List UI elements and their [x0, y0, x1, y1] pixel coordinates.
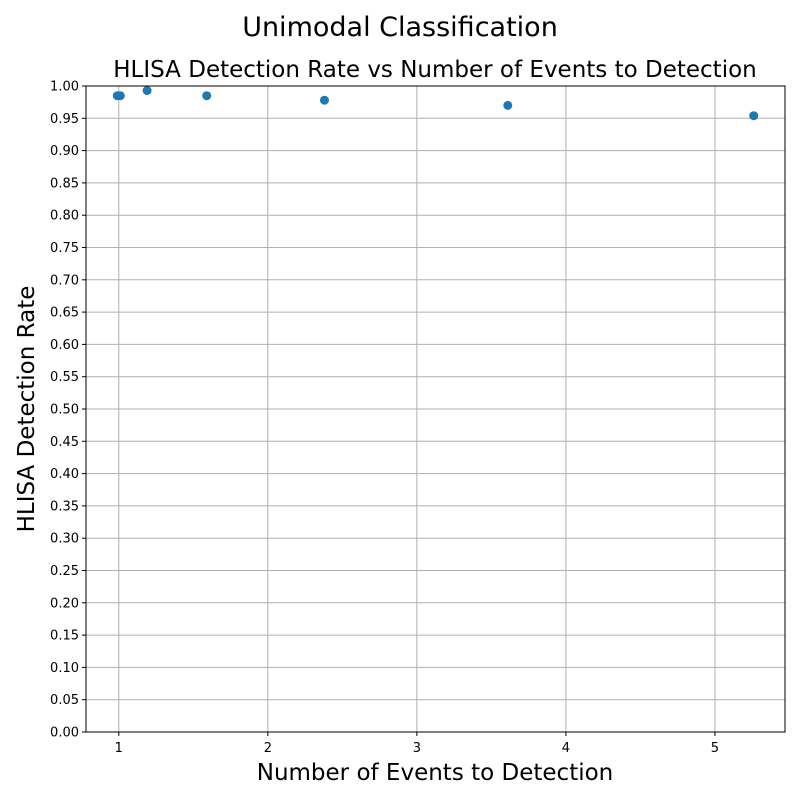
y-axis-label: HLISA Detection Rate	[14, 286, 40, 533]
y-tick-label: 0.10	[50, 661, 79, 676]
x-axis-label: Number of Events to Detection	[257, 760, 614, 786]
data-point	[319, 95, 329, 105]
data-point	[202, 91, 212, 101]
plot-frame	[85, 85, 786, 733]
y-tick-label: 0.25	[50, 564, 79, 579]
x-tick-label: 4	[562, 741, 570, 756]
y-tick-label: 0.45	[50, 435, 79, 450]
x-tick-label: 2	[264, 741, 272, 756]
y-tick-label: 0.90	[50, 144, 79, 159]
data-point	[749, 111, 759, 121]
x-tick-label: 3	[413, 741, 421, 756]
y-tick-label: 0.20	[50, 596, 79, 611]
y-tick-label: 0.15	[50, 629, 79, 644]
y-tick-label: 0.05	[50, 693, 79, 708]
y-tick-label: 0.95	[50, 112, 79, 127]
y-tick-label: 1.00	[50, 80, 79, 95]
y-tick-label: 0.30	[50, 532, 79, 547]
axis-ticks: 1 2 3 4 5 0.00 0.05 0.10 0.15 0.20 0.25 0.30 0.35 0.4…	[50, 80, 719, 757]
y-tick-label: 0.65	[50, 306, 79, 321]
data-points	[112, 86, 759, 121]
grid	[86, 85, 785, 733]
data-point	[503, 100, 513, 110]
chart-title: HLISA Detection Rate vs Number of Events…	[113, 57, 756, 83]
y-tick-label: 0.70	[50, 273, 79, 288]
figure-suptitle: Unimodal Classification	[242, 12, 558, 43]
y-tick-label: 0.50	[50, 403, 79, 418]
y-tick-label: 0.60	[50, 338, 79, 353]
y-tick-label: 0.00	[50, 726, 79, 741]
y-tick-label: 0.55	[50, 370, 79, 385]
y-tick-label: 0.40	[50, 467, 79, 482]
y-tick-label: 0.80	[50, 209, 79, 224]
y-tick-label: 0.85	[50, 176, 79, 191]
x-tick-label: 5	[711, 741, 719, 756]
data-point	[115, 91, 125, 101]
x-tick-label: 1	[115, 741, 123, 756]
y-tick-label: 0.35	[50, 499, 79, 514]
y-tick-label: 0.75	[50, 241, 79, 256]
data-point	[142, 86, 152, 96]
